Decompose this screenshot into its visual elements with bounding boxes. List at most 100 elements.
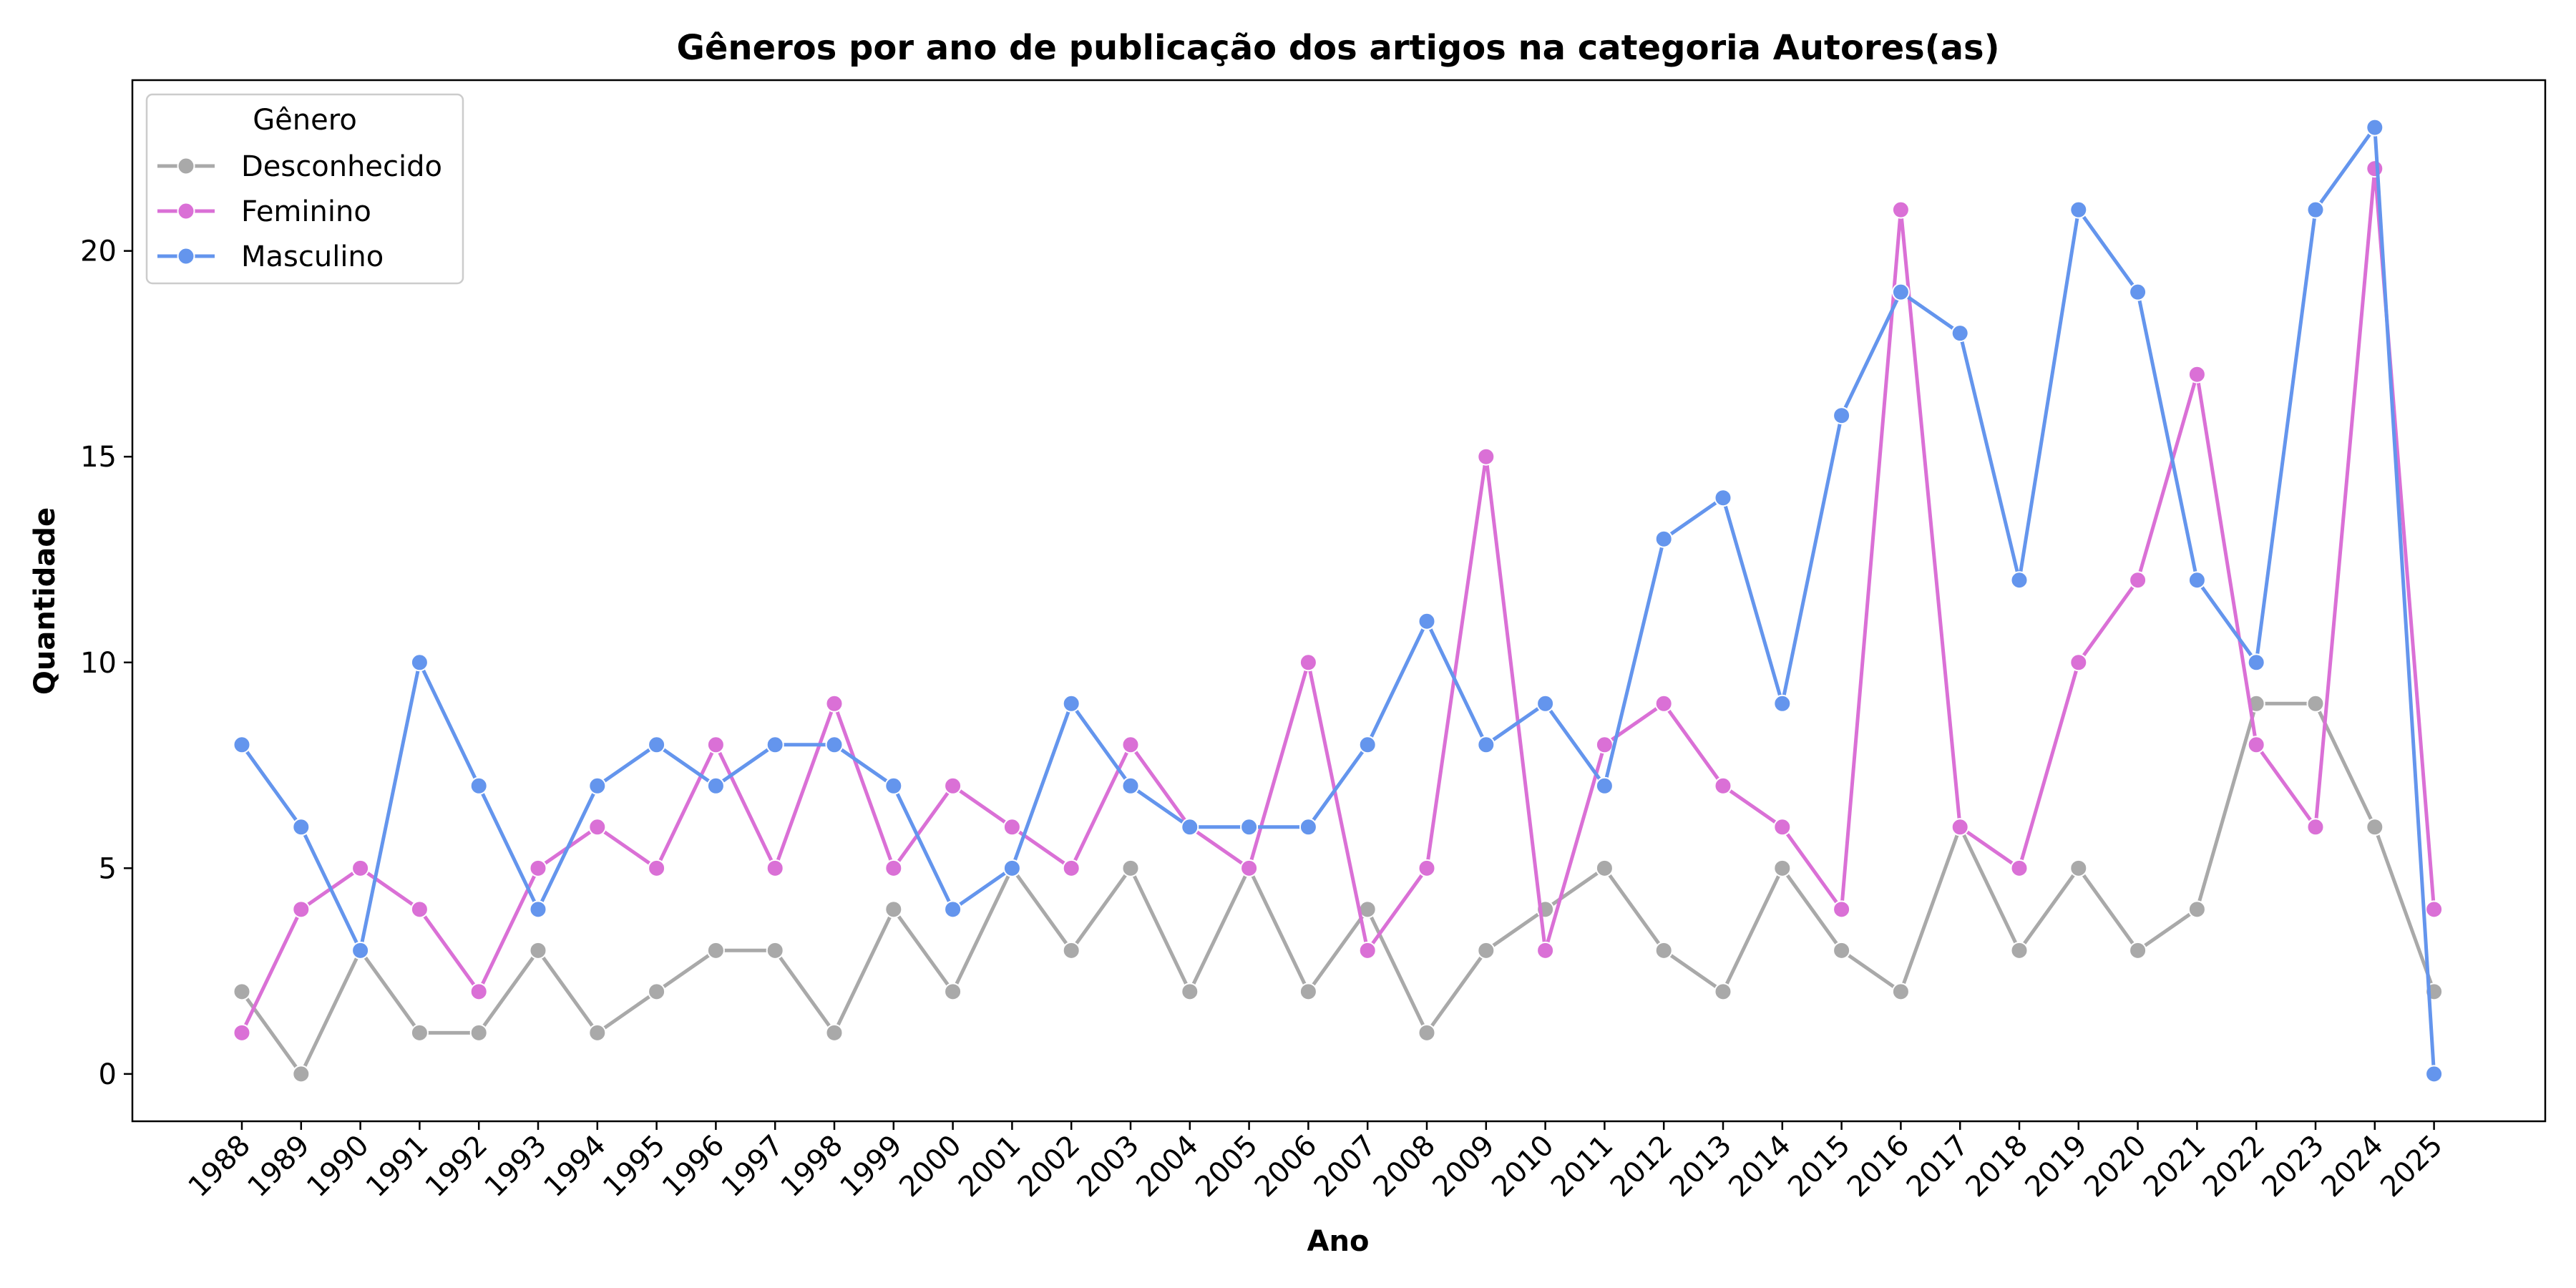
data-point-masculino bbox=[2425, 1065, 2444, 1083]
data-point-feminino bbox=[410, 900, 429, 919]
data-point-feminino bbox=[1240, 859, 1259, 877]
legend-title: Gênero bbox=[253, 104, 357, 137]
legend-box bbox=[145, 93, 464, 285]
data-point-desconhecido bbox=[766, 941, 784, 960]
y-tick-label: 10 bbox=[80, 647, 117, 680]
data-point-masculino bbox=[1891, 283, 1910, 301]
data-point-feminino bbox=[292, 900, 311, 919]
series-masculino bbox=[233, 118, 2444, 1083]
data-point-masculino bbox=[351, 941, 370, 960]
series-line-masculino bbox=[240, 125, 2436, 1075]
data-point-feminino bbox=[648, 859, 666, 877]
series-line-feminino bbox=[240, 167, 2436, 1034]
legend-label: Desconhecido bbox=[241, 150, 442, 183]
data-point-feminino bbox=[2366, 160, 2384, 178]
legend-entry-feminino: Feminino bbox=[157, 195, 371, 228]
data-point-feminino bbox=[2010, 859, 2029, 877]
data-point-feminino bbox=[2069, 653, 2088, 672]
data-point-feminino bbox=[233, 1023, 251, 1042]
plot-frame bbox=[131, 79, 2547, 1123]
data-point-masculino bbox=[1773, 694, 1792, 713]
series-feminino bbox=[233, 160, 2444, 1042]
data-point-feminino bbox=[1595, 736, 1614, 754]
data-point-feminino bbox=[1891, 200, 1910, 219]
data-point-desconhecido bbox=[884, 900, 903, 919]
data-point-desconhecido bbox=[529, 941, 547, 960]
data-point-desconhecido bbox=[2306, 694, 2325, 713]
data-point-feminino bbox=[2129, 571, 2147, 590]
x-axis-label: Ano bbox=[1307, 1225, 1370, 1258]
chart-title: Gêneros por ano de publicação dos artigo… bbox=[676, 28, 1999, 68]
data-point-masculino bbox=[2069, 200, 2088, 219]
data-point-desconhecido bbox=[469, 1023, 488, 1042]
data-point-masculino bbox=[1833, 406, 1851, 425]
data-point-feminino bbox=[469, 982, 488, 1001]
data-point-masculino bbox=[469, 776, 488, 795]
data-point-masculino bbox=[1121, 776, 1140, 795]
legend-entry-masculino: Masculino bbox=[157, 240, 384, 273]
data-point-desconhecido bbox=[1418, 1023, 1436, 1042]
legend-label: Feminino bbox=[241, 195, 371, 228]
legend-marker bbox=[177, 202, 195, 220]
data-point-masculino bbox=[1477, 736, 1496, 754]
data-point-feminino bbox=[1358, 941, 1377, 960]
data-point-desconhecido bbox=[825, 1023, 844, 1042]
data-point-feminino bbox=[529, 859, 547, 877]
data-point-masculino bbox=[1240, 818, 1259, 836]
legend: Gênero Desconhecido Feminino Masculino bbox=[145, 93, 464, 285]
legend-label: Masculino bbox=[241, 240, 384, 273]
data-point-desconhecido bbox=[706, 941, 725, 960]
data-point-desconhecido bbox=[2010, 941, 2029, 960]
data-point-masculino bbox=[706, 776, 725, 795]
data-point-masculino bbox=[292, 818, 311, 836]
data-point-desconhecido bbox=[1181, 982, 1199, 1001]
data-point-desconhecido bbox=[2366, 818, 2384, 836]
y-tick-label: 15 bbox=[80, 441, 117, 474]
data-point-feminino bbox=[2306, 818, 2325, 836]
series-desconhecido bbox=[233, 694, 2444, 1083]
data-point-desconhecido bbox=[1121, 859, 1140, 877]
y-tick-label: 20 bbox=[80, 235, 117, 268]
data-point-masculino bbox=[1536, 694, 1555, 713]
data-point-feminino bbox=[1002, 818, 1021, 836]
data-point-masculino bbox=[884, 776, 903, 795]
data-point-desconhecido bbox=[944, 982, 962, 1001]
data-point-feminino bbox=[766, 859, 784, 877]
data-point-feminino bbox=[2187, 365, 2206, 384]
data-point-masculino bbox=[2247, 653, 2265, 672]
y-tick-label: 5 bbox=[99, 852, 117, 885]
data-point-desconhecido bbox=[1595, 859, 1614, 877]
data-point-masculino bbox=[2366, 118, 2384, 137]
data-point-feminino bbox=[944, 776, 962, 795]
data-point-feminino bbox=[1062, 859, 1080, 877]
data-point-masculino bbox=[1951, 324, 1969, 343]
data-point-feminino bbox=[1714, 776, 1732, 795]
data-point-masculino bbox=[1358, 736, 1377, 754]
data-point-feminino bbox=[1773, 818, 1792, 836]
data-point-masculino bbox=[2187, 571, 2206, 590]
data-point-feminino bbox=[706, 736, 725, 754]
data-point-desconhecido bbox=[1477, 941, 1496, 960]
data-point-masculino bbox=[1595, 776, 1614, 795]
data-point-feminino bbox=[1833, 900, 1851, 919]
data-point-feminino bbox=[588, 818, 607, 836]
data-point-feminino bbox=[1299, 653, 1317, 672]
data-point-desconhecido bbox=[2129, 941, 2147, 960]
series-line-desconhecido bbox=[240, 701, 2436, 1076]
data-point-desconhecido bbox=[2069, 859, 2088, 877]
data-point-desconhecido bbox=[233, 982, 251, 1001]
data-point-masculino bbox=[1418, 612, 1436, 630]
data-point-feminino bbox=[884, 859, 903, 877]
data-point-desconhecido bbox=[1299, 982, 1317, 1001]
data-point-masculino bbox=[410, 653, 429, 672]
data-point-feminino bbox=[1418, 859, 1436, 877]
data-point-feminino bbox=[825, 694, 844, 713]
data-point-masculino bbox=[588, 776, 607, 795]
data-point-masculino bbox=[233, 736, 251, 754]
data-point-desconhecido bbox=[588, 1023, 607, 1042]
legend-entry-desconhecido: Desconhecido bbox=[157, 150, 442, 183]
y-tick-label: 0 bbox=[99, 1058, 117, 1091]
y-axis-label: Quantidade bbox=[29, 507, 62, 695]
data-point-desconhecido bbox=[292, 1065, 311, 1083]
